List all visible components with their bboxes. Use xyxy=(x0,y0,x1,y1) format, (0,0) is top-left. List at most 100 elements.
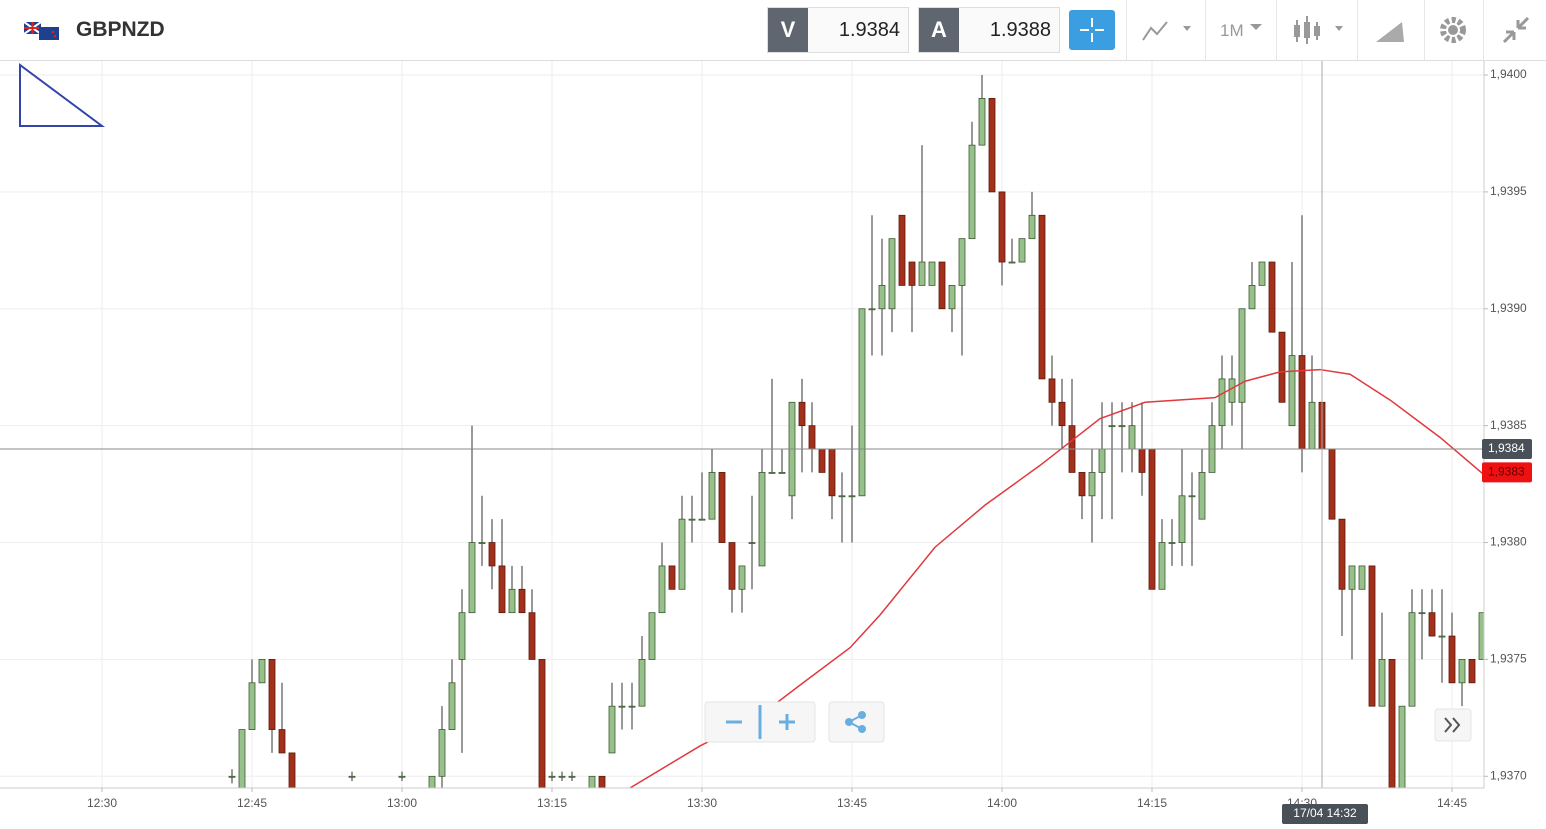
dropdown-icon xyxy=(1250,24,1262,30)
candle-body xyxy=(1308,401,1316,450)
candle-body xyxy=(1048,378,1056,403)
candle-body xyxy=(268,659,276,730)
bid-price: 1.9384 xyxy=(838,19,900,41)
candle-body xyxy=(1378,659,1386,707)
candle-body xyxy=(608,705,616,754)
candle-body xyxy=(588,775,596,788)
moving-average xyxy=(629,368,1484,788)
candle-body xyxy=(698,518,706,521)
settings-button[interactable] xyxy=(1424,0,1483,60)
candle-body xyxy=(818,448,826,473)
candle-body xyxy=(1108,425,1116,428)
candle-body xyxy=(1478,612,1484,660)
candle-body xyxy=(1388,659,1396,788)
candle-body xyxy=(1448,635,1456,684)
candle-body xyxy=(1338,518,1346,590)
crosshair-x-label: 17/04 14:32 xyxy=(1293,806,1357,820)
drawing-triangle xyxy=(19,63,106,127)
flag-icon xyxy=(24,22,59,40)
candle-body xyxy=(648,612,656,660)
x-tick-label: 14:00 xyxy=(987,796,1017,810)
crosshair-button[interactable] xyxy=(1069,10,1115,50)
ask-button[interactable]: A 1.9388 xyxy=(918,7,1060,53)
chart-type-icon xyxy=(1142,21,1191,41)
draw-icon xyxy=(1376,22,1404,42)
candle-body xyxy=(508,588,516,614)
share-dot xyxy=(858,711,866,719)
candle-body xyxy=(1258,261,1266,286)
candle-body xyxy=(878,285,886,310)
candle-body xyxy=(1028,214,1036,240)
candle-body xyxy=(868,308,876,311)
y-tick-label: 1,9375 xyxy=(1490,652,1527,666)
timeframe-button[interactable]: 1M xyxy=(1205,0,1276,60)
x-tick-label: 13:15 xyxy=(537,796,567,810)
candle-body xyxy=(1348,565,1356,590)
scroll-end-icon xyxy=(1444,717,1461,733)
candle-body xyxy=(1158,542,1166,590)
candle-body xyxy=(1408,612,1416,707)
candle-body xyxy=(978,98,986,146)
candle-body xyxy=(1098,448,1106,473)
scroll-end-button[interactable] xyxy=(1434,708,1472,742)
candle-body xyxy=(948,285,956,310)
share-dot xyxy=(845,718,853,726)
plot-area xyxy=(0,61,1484,788)
candle-body xyxy=(488,542,496,567)
bid-label: V xyxy=(768,8,808,52)
candle-body xyxy=(468,542,476,614)
candle-body xyxy=(798,401,806,427)
timeframe: 1M xyxy=(1220,21,1244,40)
candle-body xyxy=(228,775,236,778)
candle-body xyxy=(1398,705,1406,788)
candle-body xyxy=(1228,378,1236,403)
candle-body xyxy=(988,98,996,193)
candle-body xyxy=(628,705,636,708)
axes: 1,9370 1,9375 1,9380 1,9385 1,9390 1,9395 1,94… xyxy=(87,67,1532,824)
grid xyxy=(0,61,1484,788)
y-tick-label: 1,9385 xyxy=(1490,418,1527,432)
x-tick-label: 14:15 xyxy=(1137,796,1167,810)
bid-button[interactable]: V 1.9384 xyxy=(767,7,909,53)
candle-body xyxy=(1178,495,1186,543)
candle-body xyxy=(1368,565,1376,707)
candle-body xyxy=(1458,659,1466,684)
candle-body xyxy=(1148,448,1156,590)
candle-body xyxy=(1078,472,1086,497)
candle-body xyxy=(1038,214,1046,380)
candle-body xyxy=(1428,612,1436,637)
draw-button[interactable] xyxy=(1357,0,1424,60)
candle-body xyxy=(1278,331,1286,403)
candle-body xyxy=(998,191,1006,263)
share-dot xyxy=(858,725,866,733)
candle-body xyxy=(1468,659,1476,684)
toolbar: GBPNZD V 1.9384 A 1.9388 1M xyxy=(0,0,1546,61)
ask-price: 1.9388 xyxy=(989,19,1051,41)
candle-body xyxy=(618,705,626,708)
y-tick-label: 1,9380 xyxy=(1490,535,1527,549)
candle-body xyxy=(568,775,576,778)
candle-body xyxy=(1188,495,1196,498)
candle-body xyxy=(918,261,926,286)
y-tick-label: 1,9370 xyxy=(1490,768,1527,782)
candle-body xyxy=(278,729,286,754)
candle-body xyxy=(748,542,756,544)
candle-body xyxy=(458,612,466,660)
candle-body xyxy=(848,495,856,498)
zoom-icons xyxy=(726,705,795,739)
candle-button[interactable] xyxy=(1276,0,1357,60)
collapse-button[interactable] xyxy=(1483,0,1546,60)
candle-body xyxy=(238,729,246,788)
ask-label: A xyxy=(919,8,959,52)
candle-body xyxy=(828,448,836,497)
candle-body xyxy=(858,308,866,497)
chart-type-button[interactable] xyxy=(1126,0,1205,60)
candle-body xyxy=(1238,308,1246,403)
share-button[interactable] xyxy=(828,701,885,743)
candle-body xyxy=(478,542,486,544)
candle-body xyxy=(758,472,766,567)
candle-body xyxy=(728,542,736,590)
candle-body xyxy=(1248,285,1256,310)
candle-body xyxy=(778,472,786,474)
